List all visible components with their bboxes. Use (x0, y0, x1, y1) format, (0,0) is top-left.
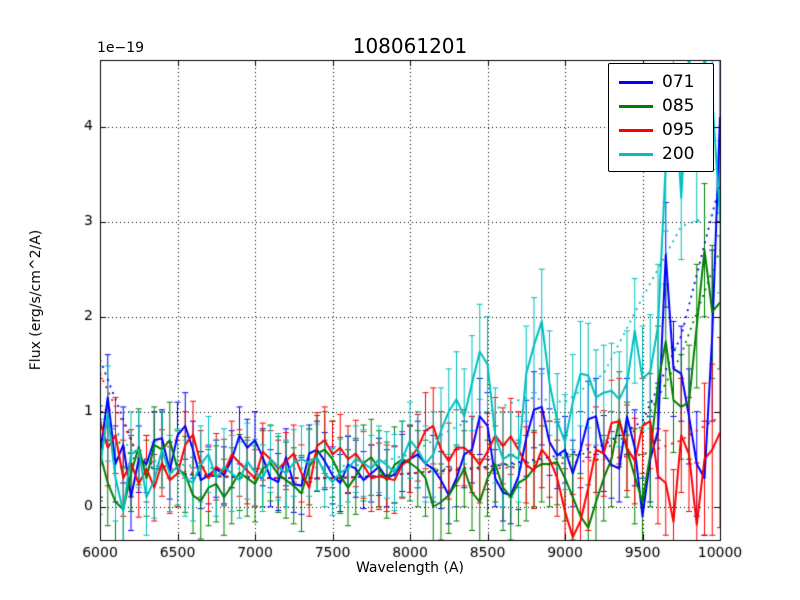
legend-label: 071 (662, 72, 695, 92)
legend-line-icon (619, 104, 653, 108)
legend-entry: 200 (609, 142, 713, 166)
legend-label: 085 (662, 96, 695, 116)
legend-line-icon (619, 152, 653, 156)
legend-entry: 071 (609, 70, 713, 94)
legend-line-icon (619, 80, 653, 84)
legend-entry: 085 (609, 94, 713, 118)
legend-label: 200 (662, 144, 695, 164)
y-axis-offset-label: 1e−19 (97, 40, 145, 56)
legend-line-icon (619, 128, 653, 132)
plot-title: 108061201 (352, 34, 468, 58)
x-axis-label: Wavelength (A) (355, 560, 464, 576)
y-axis-label: Flux (erg/s/cm^2/A) (28, 229, 44, 371)
legend: 071 085 095 200 (608, 63, 714, 172)
legend-label: 095 (662, 120, 695, 140)
legend-entry: 095 (609, 118, 713, 142)
